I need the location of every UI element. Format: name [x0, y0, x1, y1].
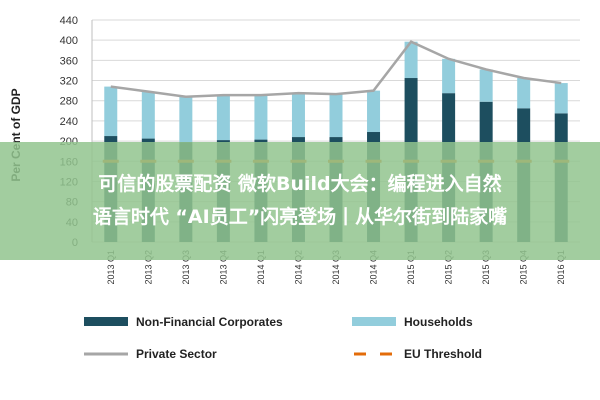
bar-households	[442, 58, 456, 94]
x-tick-label: 2015 Q3	[481, 250, 491, 285]
bar-households	[479, 69, 493, 102]
x-tick-label: 2015 Q1	[406, 250, 416, 285]
y-tick-label: 240	[60, 116, 78, 128]
x-tick-label: 2014 Q2	[293, 250, 303, 285]
x-tick-label: 2014 Q1	[256, 250, 266, 285]
bar-households	[329, 94, 343, 138]
y-tick-label: 280	[60, 96, 78, 108]
legend-swatch-non-financial-corporates	[84, 317, 128, 326]
overlay-line-1: 可信的股票配资 微软Build大会：编程进入自然	[98, 173, 502, 195]
bar-households	[554, 83, 568, 114]
bar-households	[179, 96, 193, 143]
x-tick-label: 2015 Q2	[444, 250, 454, 285]
bar-households	[254, 95, 268, 140]
bar-households	[404, 41, 418, 79]
y-tick-label: 400	[60, 35, 78, 47]
x-tick-label: 2016 Q1	[556, 250, 566, 285]
legend: Non-Financial Corporates Households Privat…	[84, 315, 482, 361]
x-tick-label: 2013 Q1	[106, 250, 116, 285]
y-tick-label: 440	[60, 15, 78, 27]
x-axis-ticks: 2013 Q1 2013 Q2 2013 Q3 2013 Q4 2014 Q1 2014 …	[106, 250, 566, 285]
x-tick-label: 2013 Q3	[181, 250, 191, 285]
bar-households	[216, 95, 230, 141]
legend-label-eu-threshold: EU Threshold	[404, 347, 482, 361]
x-tick-label: 2013 Q4	[218, 250, 228, 285]
bar-households	[517, 78, 531, 109]
y-tick-label: 360	[60, 55, 78, 67]
x-tick-label: 2013 Q2	[143, 250, 153, 285]
overlay-banner: 可信的股票配资 微软Build大会：编程进入自然 语言时代 “AI员工”闪亮登场…	[0, 142, 600, 260]
y-tick-label: 320	[60, 76, 78, 88]
bar-households	[367, 90, 381, 133]
legend-swatch-households	[352, 317, 396, 326]
legend-label-private-sector: Private Sector	[136, 347, 217, 361]
overlay-line-2: 语言时代 “AI员工”闪亮登场丨从华尔街到陆家嘴	[92, 206, 508, 228]
legend-label-households: Households	[404, 315, 473, 329]
bar-households	[291, 93, 305, 138]
x-tick-label: 2014 Q4	[369, 250, 379, 285]
legend-label-non-financial-corporates: Non-Financial Corporates	[136, 315, 283, 329]
x-tick-label: 2014 Q3	[331, 250, 341, 285]
line-private-sector	[110, 40, 562, 98]
x-tick-label: 2015 Q4	[519, 250, 529, 285]
bar-households	[104, 86, 118, 137]
bar-households	[141, 91, 155, 139]
